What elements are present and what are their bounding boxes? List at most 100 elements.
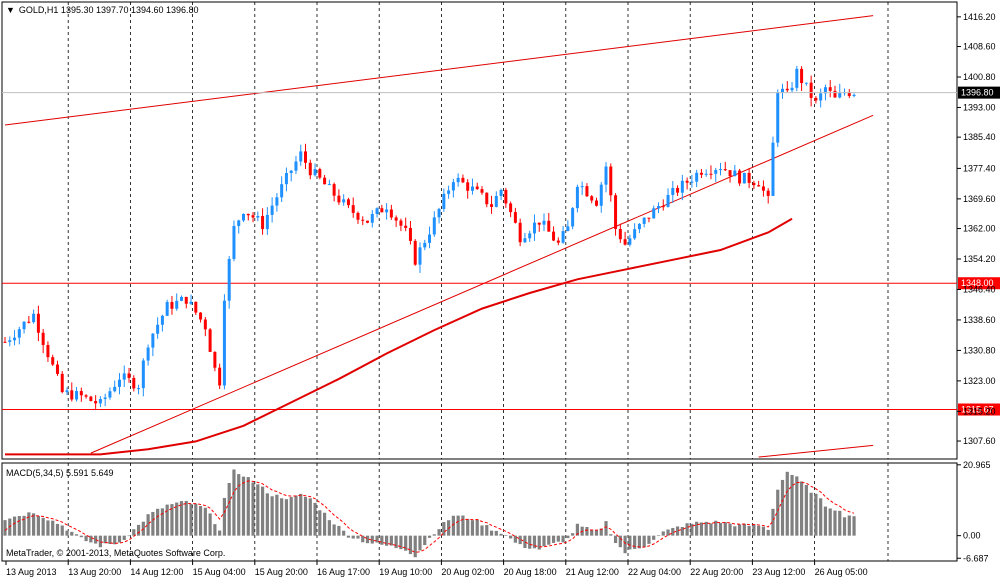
macd-bar bbox=[299, 493, 303, 536]
candle-body bbox=[666, 194, 670, 207]
candle-body bbox=[237, 220, 241, 227]
grid bbox=[67, 2, 889, 561]
candle-body bbox=[313, 169, 317, 176]
candle-body bbox=[532, 222, 536, 234]
macd-bar bbox=[556, 535, 560, 542]
macd-bar bbox=[571, 533, 575, 536]
candle-body bbox=[738, 170, 742, 184]
macd-bar bbox=[122, 535, 126, 540]
time-tick-label: 14 Aug 12:00 bbox=[130, 567, 183, 577]
horizontal-lines[interactable]: 1348.00 1315.67 bbox=[2, 277, 1000, 416]
candle-body bbox=[60, 373, 64, 393]
macd-bar bbox=[776, 489, 780, 536]
macd-bar bbox=[728, 523, 732, 536]
candle-body bbox=[757, 185, 761, 187]
candle-body bbox=[423, 242, 427, 248]
candle-body bbox=[75, 391, 79, 400]
candle-body bbox=[671, 187, 675, 195]
candle-body bbox=[404, 225, 408, 228]
candle-body bbox=[98, 398, 102, 404]
price-tick-label: 1307.60 bbox=[963, 436, 996, 446]
macd-bar bbox=[79, 535, 83, 538]
time-tick-label: 22 Aug 04:00 bbox=[628, 567, 681, 577]
macd-bar bbox=[466, 519, 470, 536]
macd-bar bbox=[179, 501, 184, 536]
price-tick-label: 1385.40 bbox=[963, 132, 996, 142]
macd-bar bbox=[852, 516, 856, 536]
candle-body bbox=[823, 87, 827, 94]
candle-body bbox=[151, 333, 155, 348]
candle-body bbox=[370, 213, 374, 223]
macd-bar bbox=[194, 503, 198, 536]
macd-bar bbox=[170, 504, 174, 536]
header-arrow-icon: ▼ bbox=[6, 5, 15, 15]
time-tick-label: 22 Aug 20:00 bbox=[690, 567, 743, 577]
candle-body bbox=[647, 217, 651, 219]
candle-body bbox=[618, 228, 622, 240]
candle-body bbox=[742, 172, 746, 184]
time-axis[interactable]: 13 Aug 2013 13 Aug 20:00 14 Aug 12:00 15 Au… bbox=[5, 561, 868, 577]
macd-bar bbox=[84, 535, 88, 542]
macd-bar bbox=[3, 520, 7, 536]
candle-body bbox=[761, 186, 765, 191]
macd-bar bbox=[790, 474, 794, 536]
candle-body bbox=[556, 240, 560, 243]
candle-body bbox=[36, 313, 40, 333]
macd-bar bbox=[609, 534, 613, 536]
macd-bar bbox=[346, 535, 351, 538]
candle-body bbox=[709, 173, 713, 175]
candle-body bbox=[604, 166, 608, 185]
candle-body bbox=[289, 170, 293, 174]
candle-body bbox=[165, 302, 169, 316]
candle-body bbox=[41, 332, 45, 345]
candle-body bbox=[3, 341, 7, 343]
candle-body bbox=[251, 215, 255, 218]
candle-body bbox=[714, 169, 718, 174]
candle-body bbox=[399, 220, 403, 226]
trendline bbox=[90, 114, 874, 454]
candle-body bbox=[747, 172, 751, 183]
candle-body bbox=[318, 169, 322, 178]
macd-bar bbox=[451, 515, 455, 536]
time-tick-label: 20 Aug 18:00 bbox=[504, 567, 557, 577]
macd-bar bbox=[695, 521, 699, 536]
candle-body bbox=[127, 373, 131, 378]
macd-bar bbox=[365, 535, 370, 544]
macd-bar bbox=[337, 525, 341, 536]
macd-bar bbox=[156, 508, 160, 536]
macd-bar bbox=[575, 523, 579, 536]
macd-bar bbox=[385, 535, 389, 546]
candle-body bbox=[590, 196, 594, 201]
candle-body bbox=[561, 231, 565, 243]
candle-body bbox=[122, 373, 126, 380]
candle-body bbox=[84, 395, 88, 397]
candle-body bbox=[294, 161, 298, 171]
header-text: GOLD,H1 1395.30 1397.70 1394.60 1396.80 bbox=[19, 5, 199, 15]
macd-bar bbox=[599, 528, 603, 536]
macd-bar bbox=[671, 527, 675, 536]
candle-body bbox=[504, 189, 508, 204]
candle-body bbox=[284, 173, 288, 185]
macd-bar bbox=[280, 498, 284, 536]
macd-bar bbox=[771, 508, 775, 536]
candle-body bbox=[261, 215, 265, 230]
macd-bar bbox=[303, 496, 308, 536]
price-axis[interactable]: 1416.20 1408.60 1400.80 1393.00 1385.40 1377.… bbox=[2, 12, 1000, 563]
candle-body bbox=[766, 190, 770, 196]
macd-bar bbox=[175, 502, 179, 536]
macd-bar bbox=[437, 529, 441, 536]
macd-bar bbox=[838, 510, 842, 536]
current-price-label: 1396.80 bbox=[961, 88, 994, 98]
macd-bar bbox=[733, 526, 737, 536]
trendlines[interactable] bbox=[4, 15, 874, 458]
candle-body bbox=[695, 172, 699, 182]
price-tick-label: 1330.80 bbox=[963, 345, 996, 355]
candle-body bbox=[676, 187, 680, 193]
macd-bar bbox=[394, 535, 398, 549]
candle-body bbox=[528, 233, 532, 239]
macd-bar bbox=[132, 529, 136, 536]
candle-body bbox=[65, 390, 69, 393]
time-tick-label: 21 Aug 12:00 bbox=[566, 567, 619, 577]
